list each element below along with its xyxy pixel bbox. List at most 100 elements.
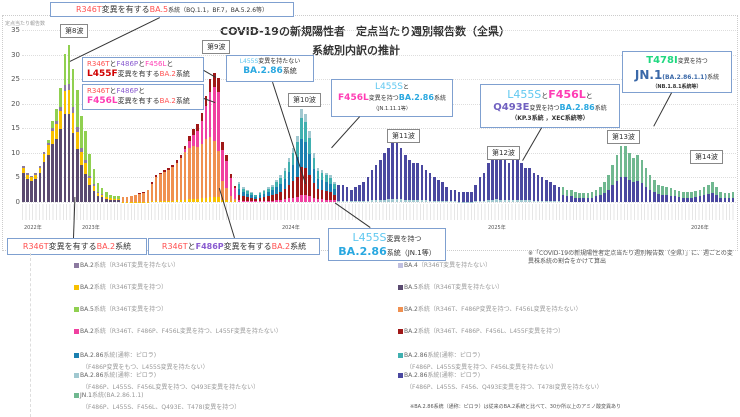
bar-segment (325, 190, 328, 200)
bar-segment (341, 184, 345, 202)
bar-segment (96, 191, 100, 193)
bar-segment (569, 189, 573, 197)
bar-segment (92, 185, 96, 191)
bar-segment (250, 192, 253, 194)
bar-segment (212, 196, 216, 202)
bar-segment (237, 194, 241, 201)
bar-segment (167, 169, 170, 201)
bar-segment (179, 155, 183, 159)
bar-segment (470, 192, 473, 202)
bar-segment (158, 174, 162, 201)
bar-segment (200, 143, 204, 199)
bar-segment (266, 188, 270, 193)
wave-14-label: 第14波 (690, 150, 723, 164)
bar (408, 160, 411, 202)
bar (586, 193, 590, 202)
bar (30, 175, 33, 202)
bar-segment (208, 79, 212, 93)
bar (607, 175, 610, 202)
bar (121, 197, 125, 202)
bar-segment (279, 191, 282, 200)
bar-segment (22, 167, 25, 174)
bar (540, 177, 544, 202)
bar-segment (196, 124, 199, 131)
bar-segment (636, 181, 639, 202)
bar-segment (669, 188, 673, 196)
bar-segment (582, 193, 585, 199)
bar-segment (462, 192, 465, 202)
legend-swatch (74, 263, 79, 268)
bar (266, 187, 270, 202)
bar (167, 167, 170, 202)
bar (291, 148, 295, 202)
bar-segment (266, 192, 270, 197)
bar-segment (669, 195, 673, 202)
bar (204, 94, 208, 202)
bar-segment (225, 200, 228, 202)
bar-segment (96, 182, 100, 192)
bar-segment (449, 189, 453, 202)
bar-segment (38, 167, 42, 174)
bar-segment (266, 187, 270, 189)
bar-segment (242, 188, 245, 193)
bar-segment (258, 201, 262, 202)
bar-segment (507, 162, 511, 201)
bar (706, 184, 710, 202)
bar (557, 187, 561, 202)
bar-segment (731, 197, 735, 202)
bar (657, 184, 660, 202)
bar-segment (51, 131, 54, 144)
bar-segment (586, 193, 590, 199)
bar-segment (644, 186, 648, 202)
bar (403, 155, 407, 202)
bar-segment (100, 187, 104, 195)
callout-ba2-f486p: R346TとF486P変異を有するBA.2系統 (148, 238, 320, 255)
bar-segment (316, 178, 320, 189)
bar-segment (320, 199, 324, 202)
bar (395, 140, 399, 202)
bar-segment (673, 189, 677, 197)
bar (163, 170, 166, 202)
bar-segment (287, 162, 291, 172)
bar-segment (395, 140, 399, 199)
bar-segment (134, 195, 137, 202)
bar-segment (358, 201, 361, 202)
bar-segment (657, 194, 660, 202)
bar-segment (84, 162, 87, 174)
bar-segment (84, 160, 87, 163)
bar-segment (146, 190, 150, 202)
bar-segment (117, 199, 121, 201)
bar-segment (188, 147, 191, 200)
bar (370, 170, 374, 202)
bar (237, 182, 241, 202)
bar-segment (366, 200, 370, 202)
bar (599, 187, 602, 202)
x-axis-week-labels (22, 204, 736, 220)
bar-segment (449, 201, 453, 202)
bar (682, 192, 685, 202)
bar (578, 193, 581, 202)
bar (212, 69, 216, 202)
bar-segment (300, 138, 303, 167)
bar-segment (217, 77, 220, 93)
bar-segment (105, 198, 108, 202)
callout-q493e: L455SとF456Lと Q493E変異を持つBA.2.86系統 （KP.3系統… (480, 84, 620, 128)
bar-segment (370, 200, 374, 202)
bar-segment (325, 172, 328, 176)
bar-segment (478, 177, 482, 201)
legend-item-left-1: BA.2系統（R346T変異を持つ） (74, 282, 167, 291)
bar-segment (354, 187, 357, 202)
bar-segment (26, 179, 29, 202)
bar-segment (711, 193, 714, 202)
bar-segment (424, 170, 428, 201)
bar-segment (300, 194, 303, 202)
bar (22, 165, 25, 202)
bar-segment (262, 201, 266, 202)
bar-segment (42, 161, 46, 202)
bar (466, 192, 469, 202)
bar-segment (271, 186, 274, 191)
bar (275, 179, 278, 202)
bar (283, 167, 287, 202)
bar-segment (217, 196, 220, 202)
callout-ba2-r346t: R346T変異を有するBA.2系統 (7, 238, 147, 255)
